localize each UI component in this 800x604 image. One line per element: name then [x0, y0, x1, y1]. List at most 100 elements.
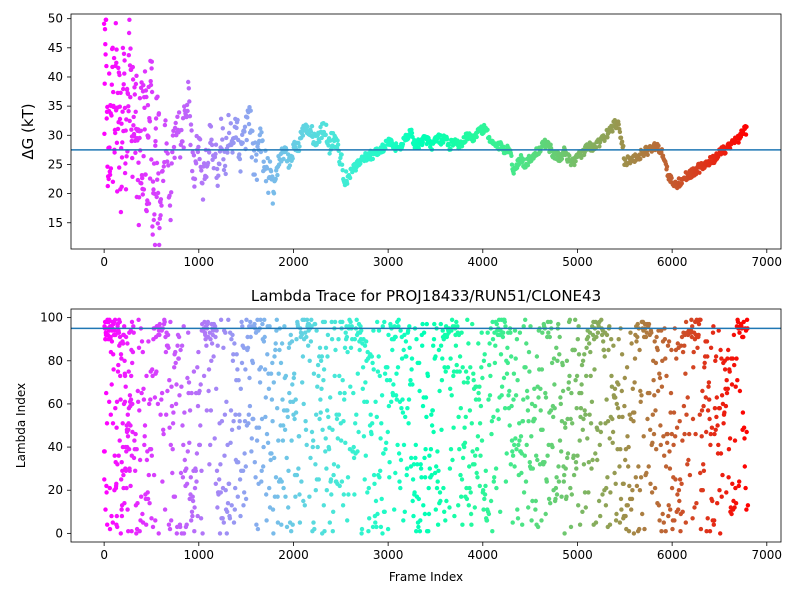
lambda-point [438, 498, 443, 504]
lambda-point [613, 481, 618, 486]
lambda-point [313, 488, 318, 493]
lambda-point [409, 356, 415, 361]
delta-g-point [146, 201, 152, 206]
lambda-point [510, 449, 515, 454]
delta-g-point [465, 137, 470, 142]
lambda-point [482, 496, 487, 502]
lambda-point [504, 451, 509, 456]
lambda-point [237, 412, 242, 417]
delta-g-point [213, 142, 219, 147]
lambda-point [632, 380, 637, 385]
lambda-point [221, 520, 226, 525]
delta-g-point [110, 45, 115, 50]
lambda-point [487, 341, 492, 346]
lambda-point [579, 362, 585, 368]
lambda-point [557, 352, 562, 357]
lambda-point [431, 429, 436, 435]
lambda-point [511, 371, 517, 376]
lambda-point [599, 317, 604, 322]
delta-g-point [117, 165, 122, 170]
lambda-point [679, 481, 684, 486]
lambda-point [725, 386, 730, 391]
lambda-point [620, 414, 625, 420]
lambda-point [477, 421, 483, 426]
delta-g-point [130, 155, 135, 161]
lambda-point [194, 451, 200, 456]
delta-g-point [238, 169, 243, 174]
lambda-point [390, 347, 395, 353]
lambda-point [288, 332, 293, 338]
lambda-point [113, 406, 118, 411]
lambda-point [605, 475, 610, 480]
lambda-point [558, 395, 563, 400]
lambda-point [612, 386, 618, 391]
lambda-point [509, 354, 514, 359]
lambda-point [630, 386, 635, 391]
delta-g-point [335, 138, 340, 143]
lambda-point [556, 321, 561, 327]
lambda-point [144, 373, 149, 379]
lambda-point [706, 384, 711, 389]
lambda-point [717, 406, 722, 411]
y-tick-label: 25 [48, 157, 63, 171]
lambda-point [324, 488, 329, 493]
delta-g-point [252, 172, 257, 177]
delta-g-point [446, 142, 452, 148]
lambda-point [704, 339, 710, 344]
y-tick-label: 80 [48, 354, 63, 368]
lambda-point [269, 397, 275, 402]
lambda-point [744, 317, 750, 322]
lambda-point [238, 386, 243, 391]
lambda-point [267, 324, 272, 329]
delta-g-point [102, 27, 108, 32]
lambda-point [651, 431, 657, 437]
lambda-point [458, 406, 463, 411]
delta-g-point [215, 183, 220, 188]
delta-g-point [319, 135, 324, 141]
delta-g-point [208, 124, 214, 129]
delta-g-point [108, 166, 114, 171]
lambda-point [178, 347, 183, 353]
delta-g-point [743, 132, 749, 137]
lambda-point [682, 431, 687, 437]
lambda-point [142, 442, 147, 448]
lambda-point [401, 518, 406, 523]
lambda-point [131, 455, 137, 461]
lambda-point [729, 382, 735, 387]
lambda-point [329, 492, 334, 497]
lambda-point [713, 427, 718, 432]
lambda-point [523, 365, 528, 370]
lambda-point [320, 427, 325, 432]
lambda-point [365, 490, 370, 495]
lambda-point [408, 378, 413, 383]
lambda-point [241, 345, 247, 350]
y-tick-label: 0 [55, 526, 63, 540]
lambda-point [286, 468, 291, 473]
lambda-point [354, 317, 359, 322]
lambda-point [191, 369, 197, 374]
lambda-point [130, 429, 135, 435]
delta-g-point [197, 156, 202, 162]
delta-g-point [610, 129, 615, 134]
lambda-point [256, 425, 262, 430]
lambda-point [492, 475, 497, 480]
delta-g-point [148, 82, 154, 88]
lambda-point [119, 477, 124, 482]
delta-g-point [199, 168, 204, 173]
delta-g-point [152, 191, 157, 196]
lambda-point [662, 453, 667, 458]
lambda-point [128, 483, 133, 489]
lambda-point [559, 494, 564, 499]
lambda-point [474, 470, 479, 476]
lambda-point [472, 462, 477, 467]
lambda-point [521, 397, 526, 402]
delta-g-point [115, 189, 120, 194]
lambda-point [257, 380, 263, 385]
lambda-point [478, 453, 483, 458]
lambda-point [742, 464, 747, 469]
lambda-point [683, 371, 688, 376]
lambda-point [232, 507, 237, 512]
lambda-point [378, 468, 383, 473]
lambda-point [694, 501, 699, 506]
lambda-point [460, 365, 465, 370]
